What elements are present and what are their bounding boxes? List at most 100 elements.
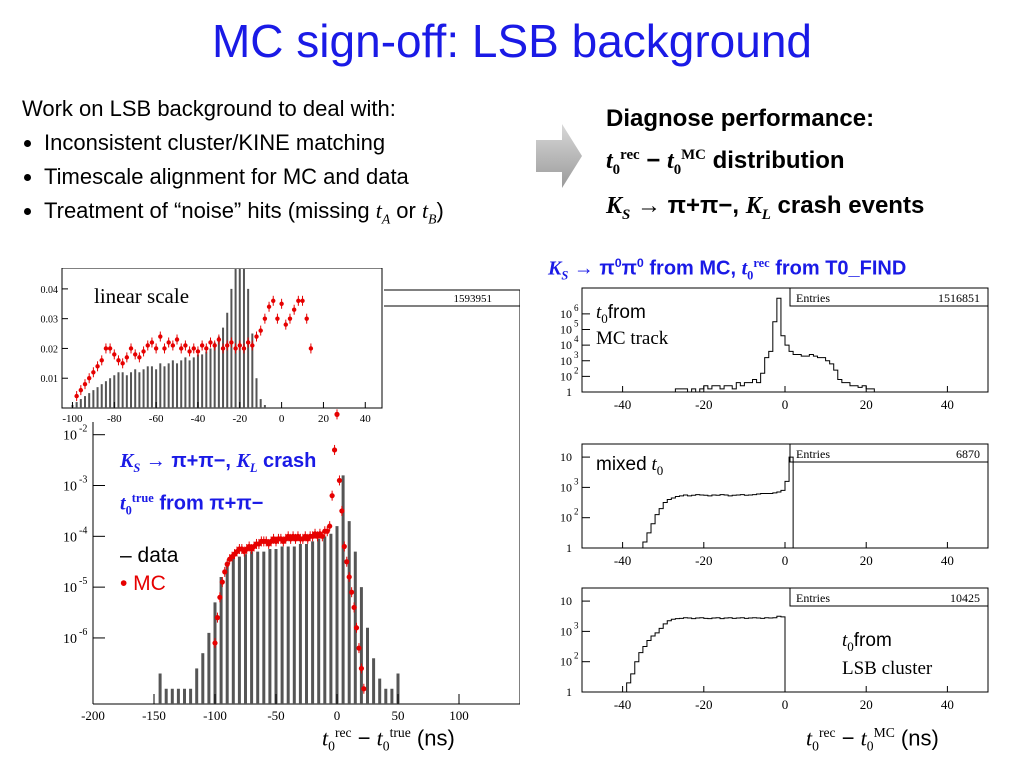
t-b-t: t <box>421 198 429 223</box>
inset-mc-point <box>158 334 163 339</box>
arrow-right-icon <box>536 124 582 188</box>
pt-decay: → π <box>568 257 615 280</box>
panel-x-tick-label: 0 <box>782 397 789 412</box>
slide-title: MC sign-off: LSB background <box>211 15 813 67</box>
ks-sub: S <box>622 206 631 223</box>
inset-mc-point <box>120 361 125 366</box>
inset-mc-point <box>153 346 159 351</box>
inset-mc-point <box>208 340 213 345</box>
panel-x-tick-label: 40 <box>941 553 954 568</box>
main-stat-entries: 1593951 <box>454 293 493 305</box>
inset-x-tick-label: -60 <box>149 413 164 425</box>
main-x-tick-label: -150 <box>142 708 166 723</box>
main-mc-point <box>327 523 333 529</box>
inset-label: linear scale <box>94 284 189 308</box>
inset-x-tick-label: -20 <box>232 413 247 425</box>
inset-mc-point <box>112 352 117 357</box>
main-mc-point <box>224 561 230 567</box>
main-x-tick-label: -100 <box>203 708 227 723</box>
inset-y-tick-label: 0.01 <box>41 374 59 385</box>
panel-y-tick-label: 10 <box>560 480 572 494</box>
main-y-tick-exp: -2 <box>79 424 87 435</box>
anno-crash: crash <box>262 450 317 472</box>
p2-label: mixed t0 <box>596 454 663 478</box>
main-x-tick-label: 0 <box>334 708 341 723</box>
main-y-tick-label: 10 <box>63 581 77 596</box>
panel-x-tick-label: 40 <box>941 397 954 412</box>
main-mc-point <box>344 559 350 565</box>
inset-data-bars <box>71 269 266 408</box>
inset-mc-point <box>74 393 79 399</box>
main-mc-point <box>329 493 335 499</box>
legend-data: – data <box>120 544 179 567</box>
main-mc-point <box>212 640 218 646</box>
inset-axes: -100 -80 -60 -40 -20 0 20 40 0.01 0.02 0.03 0.04 <box>41 285 372 425</box>
inset-mc-point <box>254 334 259 339</box>
panel-hist-line <box>622 456 798 549</box>
inset-mc-point <box>124 355 130 360</box>
panel-x-tick-label: -20 <box>695 397 712 412</box>
panel-y-tick-exp: 3 <box>574 476 579 486</box>
t-a-sub: A <box>381 211 391 227</box>
main-mc-point <box>219 579 225 585</box>
inset-mc-point <box>266 304 272 309</box>
pt-t0-sub: 0 <box>747 268 754 283</box>
bullet-item: Treatment of “noise” hits (missing tA or… <box>44 194 444 236</box>
inset-mc-point <box>229 340 234 345</box>
inset-mc-point <box>128 346 134 351</box>
sub-0: 0 <box>612 161 621 178</box>
diag-title: Diagnose performance: <box>606 105 875 132</box>
panel-stat-entries: 6870 <box>956 447 980 461</box>
main-mc-point <box>353 625 360 631</box>
inset-mc-point <box>107 346 113 351</box>
inset-mc-point <box>99 358 104 363</box>
x-axis-label-right: t0rec − t0MC (ns) <box>806 725 939 754</box>
intro-text: Work on LSB background to deal with: <box>22 96 396 121</box>
inset-mc-point <box>116 358 121 363</box>
inset-mc-point <box>237 343 242 348</box>
main-x-tick-label: 100 <box>449 708 469 723</box>
inset-mc-point <box>174 337 180 342</box>
inset-mc-point <box>82 381 88 387</box>
panel-y-tick-label: 10 <box>560 594 572 608</box>
panel-x-tick-label: 40 <box>941 697 954 712</box>
p3-label-b: LSB cluster <box>842 658 933 679</box>
inset-x-tick-label: 0 <box>279 413 285 425</box>
inset-mc-point <box>250 343 255 348</box>
main-x-tick-label: 50 <box>392 708 405 723</box>
main-mc-point <box>222 569 228 575</box>
panel-y-tick-exp: 2 <box>574 365 579 375</box>
panel-x-tick-label: -20 <box>695 697 712 712</box>
main-y-tick-label: 10 <box>63 530 77 545</box>
panel-y-tick-exp: 2 <box>574 507 579 517</box>
inset-mc-point <box>283 322 288 327</box>
inset-mc-point <box>258 328 263 333</box>
panel-y-tick-exp: 3 <box>574 620 579 630</box>
inset-frame <box>61 268 383 409</box>
main-annotation: KS → π+π−, KL crash t0true from π+π− <box>120 450 317 518</box>
panel-x-tick-label: -40 <box>614 697 631 712</box>
p3-label-a: t0from <box>842 630 892 654</box>
inset-mc-point <box>103 346 109 351</box>
panel-x-tick-label: -40 <box>614 397 631 412</box>
inset-mc-point <box>162 346 167 351</box>
main-x-tick-label: -200 <box>81 708 105 723</box>
main-mc-point <box>356 645 362 651</box>
inset-mc-point <box>166 340 171 345</box>
inset-mc-point <box>225 343 230 348</box>
inset-y-tick-label: 0.02 <box>41 344 59 355</box>
inset-mc-point <box>95 364 100 369</box>
inset-mc-point <box>245 340 251 345</box>
bullet-text: Treatment of “noise” hits (missing <box>44 198 376 223</box>
sup-rec: rec <box>620 147 640 163</box>
pt-from-mc: from MC, <box>643 257 742 280</box>
panel-stat-entries: 10425 <box>950 591 980 605</box>
inset-mc-point <box>296 298 301 303</box>
inset-mc-point <box>204 346 209 351</box>
panel-y-tick-label: 10 <box>560 354 572 368</box>
panel-x-tick-label: 20 <box>860 553 873 568</box>
